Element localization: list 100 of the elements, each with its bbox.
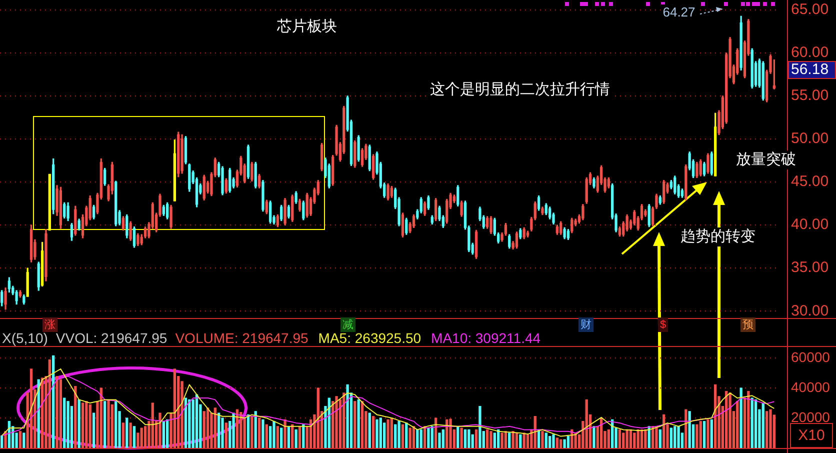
bar (688, 411, 691, 448)
bar (515, 432, 518, 448)
bar (474, 429, 478, 448)
bar (655, 426, 658, 448)
bar (544, 432, 548, 448)
y-tick-label: 60.00 (791, 44, 829, 62)
bar (360, 401, 364, 448)
bar (114, 401, 118, 448)
bar (85, 401, 88, 448)
bar (696, 424, 698, 448)
y-tick-label: 20000 (791, 408, 830, 425)
bar (81, 402, 84, 448)
bar (736, 401, 739, 448)
bar (188, 399, 191, 448)
bar (379, 418, 382, 448)
bar (217, 412, 220, 448)
bar (202, 411, 206, 448)
bar (658, 429, 662, 448)
bar (427, 428, 430, 448)
bar (88, 404, 92, 448)
text: X10 (798, 427, 825, 444)
bar (438, 432, 441, 448)
bar (368, 412, 371, 448)
bar (354, 401, 356, 448)
bar (493, 432, 496, 448)
annotation: 趋势的转变 (680, 228, 756, 246)
bar (158, 412, 162, 448)
bar (122, 422, 125, 448)
bar (468, 429, 470, 448)
bar (522, 432, 526, 448)
bar (762, 402, 764, 448)
bar (386, 419, 390, 448)
text: 预 (742, 319, 754, 332)
bar (622, 432, 625, 448)
bar (512, 431, 514, 448)
bar (754, 399, 758, 448)
bar (670, 428, 673, 448)
bar (151, 402, 154, 448)
bar (478, 406, 482, 448)
text: X(5,10) (2, 330, 48, 346)
bar (405, 422, 408, 448)
bar (519, 434, 522, 448)
y-tick-label: 35.00 (791, 259, 829, 276)
bar (390, 418, 394, 448)
bar (674, 426, 676, 448)
bar (618, 429, 622, 448)
bar (258, 418, 261, 448)
y-tick-label: 65.00 (791, 1, 829, 18)
text: VVOL: 219647.95 (56, 330, 168, 346)
bar (78, 399, 80, 448)
bar (563, 439, 566, 448)
bar (644, 429, 647, 448)
bar (412, 426, 416, 448)
bar (442, 429, 444, 448)
bar (456, 426, 460, 448)
bar (287, 426, 290, 448)
bar (460, 428, 463, 448)
bar (246, 414, 250, 448)
annotation: 这个是明显的二次拉升行情 (430, 81, 610, 98)
bar (416, 429, 419, 448)
y-tick-label: 60000 (791, 348, 830, 365)
bar (74, 386, 77, 448)
bar (284, 419, 286, 448)
bar (508, 432, 511, 448)
bar (464, 429, 467, 448)
bar (662, 414, 666, 448)
bar (607, 429, 610, 448)
bar (699, 420, 702, 448)
bar (52, 355, 55, 448)
bar (265, 424, 268, 448)
bar (747, 390, 750, 448)
bar (626, 429, 628, 448)
bar (18, 431, 22, 448)
bar (328, 398, 330, 448)
bar (401, 424, 404, 448)
bar (556, 438, 559, 448)
bar (214, 408, 216, 448)
bar (298, 426, 302, 448)
bar (398, 420, 400, 448)
bar (357, 399, 360, 448)
bar (592, 426, 596, 448)
text: MA5: 263925.50 (318, 330, 422, 346)
y-tick-label: 50.00 (791, 130, 829, 148)
bar (92, 412, 96, 448)
bar (173, 368, 176, 448)
bar (206, 408, 210, 448)
bar (765, 411, 768, 448)
bar (107, 399, 110, 448)
text: 财 (580, 318, 592, 332)
text: 56.18 (791, 61, 829, 78)
bar (195, 394, 198, 448)
text: MA10: 309211.44 (431, 330, 541, 346)
bar (316, 388, 320, 448)
bar (232, 412, 235, 448)
bar (22, 432, 26, 448)
bar (224, 422, 228, 448)
bar (162, 420, 165, 448)
text: 涨 (44, 319, 56, 332)
bar (59, 379, 62, 448)
bar (566, 436, 570, 448)
